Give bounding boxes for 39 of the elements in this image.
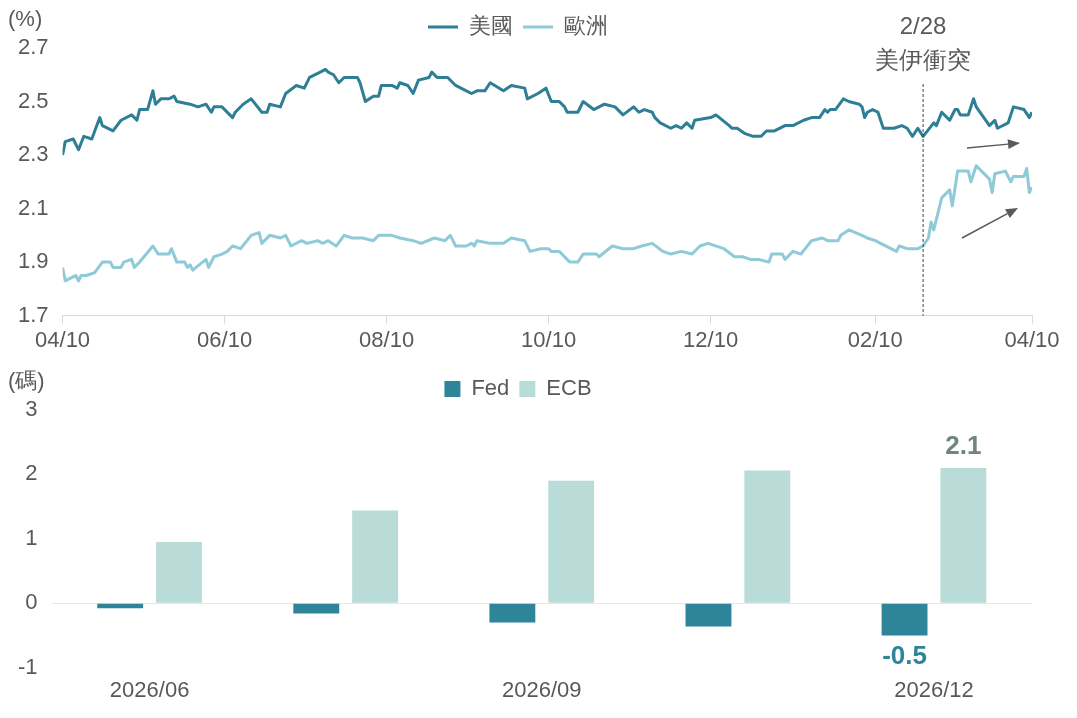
legend-label: 美國 [469, 13, 513, 39]
legend-label: 歐洲 [564, 13, 608, 39]
y-tick-label: -1 [18, 653, 38, 679]
y-axis-title: (%) [8, 6, 43, 32]
x-tick-label: 2026/06 [109, 676, 190, 702]
y-tick-label: 2 [25, 460, 38, 486]
data-label: -0.5 [882, 639, 927, 670]
y-tick-label: 2.5 [17, 87, 49, 113]
bar [293, 603, 340, 614]
x-tick-label: 2026/09 [502, 676, 582, 702]
y-tick-label: 1 [25, 524, 38, 550]
bar [685, 603, 732, 627]
y-tick-label: 2.7 [17, 34, 49, 60]
ref-line-label: 2/28 美伊衝突 [875, 12, 972, 73]
bar [744, 470, 791, 603]
x-tick-label: 04/10 [35, 326, 91, 352]
x-tick-label: 2026/12 [894, 676, 974, 702]
legend-label: Fed [471, 375, 510, 401]
data-label: 2.1 [945, 430, 982, 461]
bar [156, 542, 202, 603]
bar [489, 603, 536, 623]
x-tick-label: 04/10 [1004, 326, 1060, 352]
bar [352, 510, 399, 603]
legend-label: ECB [546, 375, 592, 401]
bar [940, 467, 987, 603]
y-tick-label: 0 [25, 589, 38, 615]
y-tick-label: 3 [25, 396, 38, 422]
y-tick-label: 1.9 [17, 248, 49, 274]
y-tick-label: 2.3 [17, 141, 49, 167]
bar [548, 480, 595, 603]
x-tick-label: 12/10 [683, 326, 739, 352]
x-tick-label: 08/10 [359, 326, 415, 352]
x-tick-label: 06/10 [197, 326, 253, 352]
bar [881, 603, 928, 636]
x-tick-label: 10/10 [521, 326, 577, 352]
y-tick-label: 2.1 [17, 194, 49, 220]
x-tick-label: 02/10 [847, 326, 903, 352]
y-axis-title: (碼) [8, 368, 45, 394]
y-tick-label: 1.7 [17, 301, 49, 327]
